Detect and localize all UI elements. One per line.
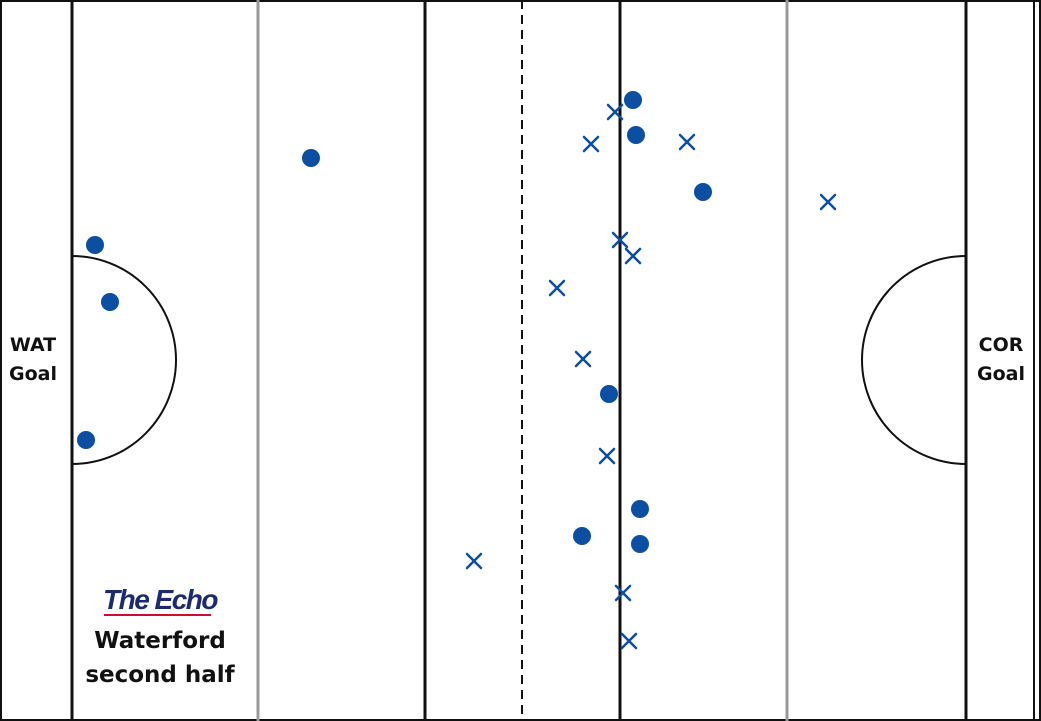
- left-semicircle: [71, 255, 177, 465]
- circle-marker-10: [631, 535, 649, 553]
- brand-underline: [104, 614, 211, 616]
- wat-goal-label-line1: WAT: [9, 334, 57, 356]
- circle-marker-8: [631, 500, 649, 518]
- cross-marker-7: [574, 350, 592, 368]
- cross-marker-1: [582, 135, 600, 153]
- cross-marker-6: [548, 279, 566, 297]
- cross-marker-3: [819, 193, 837, 211]
- marks-layer: [77, 91, 837, 650]
- chart-caption: Waterford second half: [70, 624, 250, 692]
- cross-marker-11: [620, 632, 638, 650]
- cross-marker-10: [614, 584, 632, 602]
- circle-marker-9: [573, 527, 591, 545]
- cross-marker-9: [465, 552, 483, 570]
- wat-goal-label: WAT Goal: [0, 331, 66, 389]
- caption-line2: second half: [85, 662, 235, 688]
- circle-marker-3: [694, 183, 712, 201]
- cor-goal-label-line1: COR: [978, 334, 1024, 356]
- cross-marker-8: [598, 447, 616, 465]
- circle-marker-1: [627, 126, 645, 144]
- cross-marker-2: [678, 133, 696, 151]
- circle-marker-4: [86, 236, 104, 254]
- cor-goal-label-line2: Goal: [977, 363, 1025, 385]
- caption-line1: Waterford: [94, 628, 226, 654]
- circle-marker-2: [302, 149, 320, 167]
- cor-goal-label: COR Goal: [968, 331, 1034, 389]
- circle-marker-0: [624, 91, 642, 109]
- circle-marker-5: [101, 293, 119, 311]
- cross-marker-4: [611, 231, 629, 249]
- cross-marker-0: [606, 103, 624, 121]
- right-semicircle: [861, 255, 967, 465]
- wat-goal-label-line2: Goal: [9, 363, 57, 385]
- circle-marker-6: [77, 431, 95, 449]
- circle-marker-7: [600, 385, 618, 403]
- cross-marker-5: [624, 247, 642, 265]
- brand-logo: The Echo: [102, 584, 219, 615]
